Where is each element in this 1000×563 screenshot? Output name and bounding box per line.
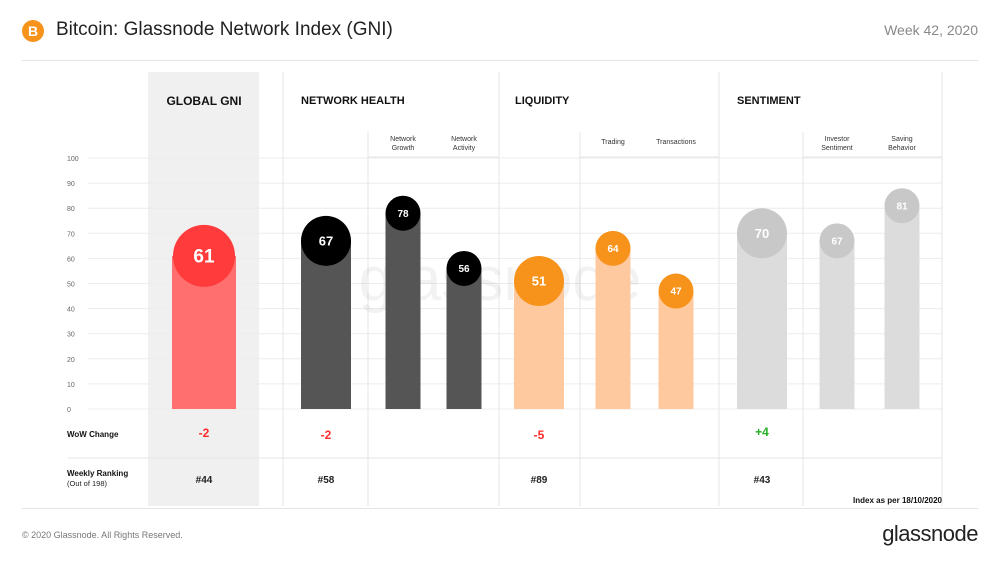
value-label: 67 xyxy=(831,236,843,247)
sub-index-label: Sentiment xyxy=(821,145,853,152)
value-label: 64 xyxy=(607,244,619,255)
value-label: 70 xyxy=(755,226,769,241)
sub-index-label: Transactions xyxy=(656,139,696,146)
value-label: 47 xyxy=(670,287,682,298)
value-bubble xyxy=(446,250,482,286)
value-bubble xyxy=(385,195,421,231)
y-tick-label: 10 xyxy=(67,382,75,389)
group-header: GLOBAL GNI xyxy=(166,94,241,108)
value-bubble xyxy=(884,188,920,224)
weekly-rank-value: #89 xyxy=(531,475,548,486)
weekly-rank-value: #43 xyxy=(754,475,771,486)
wow-row-label: WoW Change xyxy=(67,430,119,439)
bar xyxy=(385,213,421,409)
group-header: LIQUIDITY xyxy=(515,95,570,107)
sub-index-label: Behavior xyxy=(888,145,916,152)
bar xyxy=(658,291,694,409)
y-tick-label: 50 xyxy=(67,282,75,289)
value-label: 51 xyxy=(532,274,546,289)
index-date-note: Index as per 18/10/2020 xyxy=(853,496,943,505)
header: B Bitcoin: Glassnode Network Index (GNI)… xyxy=(0,0,1000,62)
bar xyxy=(446,268,482,409)
value-label: 78 xyxy=(397,209,409,220)
group-header: NETWORK HEALTH xyxy=(301,95,405,107)
value-bubble xyxy=(173,224,235,287)
value-bubble xyxy=(819,223,855,259)
bottom-divider xyxy=(22,508,978,509)
group-header: SENTIMENT xyxy=(737,95,801,107)
ranking-row-label: Weekly Ranking xyxy=(67,469,128,478)
y-tick-label: 70 xyxy=(67,231,75,238)
wow-change-value: -2 xyxy=(321,428,332,442)
y-tick-label: 80 xyxy=(67,206,75,213)
sub-index-label: Investor xyxy=(825,136,851,143)
weekly-rank-value: #58 xyxy=(318,475,335,486)
week-label: Week 42, 2020 xyxy=(884,22,978,38)
value-bubble xyxy=(658,273,694,309)
value-bubble xyxy=(595,230,631,266)
y-tick-label: 0 xyxy=(67,407,71,414)
y-tick-label: 60 xyxy=(67,256,75,263)
glassnode-logo: glassnode xyxy=(882,521,978,546)
sub-index-label: Network xyxy=(390,136,416,143)
sub-index-label: Saving xyxy=(891,136,913,143)
value-bubble xyxy=(737,208,787,259)
wow-change-value: +4 xyxy=(755,425,769,439)
sub-index-label: Activity xyxy=(453,145,476,152)
bar xyxy=(301,240,351,409)
value-label: 61 xyxy=(193,247,215,268)
value-label: 67 xyxy=(319,234,333,249)
sub-index-label: Trading xyxy=(601,139,625,146)
bar xyxy=(884,205,920,409)
y-tick-label: 30 xyxy=(67,332,75,339)
value-bubble xyxy=(301,215,351,266)
value-label: 81 xyxy=(896,201,908,212)
bitcoin-logo-icon: B xyxy=(22,20,44,42)
y-tick-label: 90 xyxy=(67,181,75,188)
bar xyxy=(819,240,855,409)
ranking-row-sublabel: (Out of 198) xyxy=(67,479,108,488)
page-title: Bitcoin: Glassnode Network Index (GNI) xyxy=(56,19,393,40)
weekly-rank-value: #44 xyxy=(196,475,213,486)
copyright-text: © 2020 Glassnode. All Rights Reserved. xyxy=(22,530,183,540)
top-divider xyxy=(22,60,978,61)
bar xyxy=(737,233,787,409)
sub-index-label: Network xyxy=(451,136,477,143)
wow-change-value: -2 xyxy=(199,426,210,440)
y-tick-label: 100 xyxy=(67,156,79,163)
y-tick-label: 20 xyxy=(67,357,75,364)
value-label: 56 xyxy=(458,264,470,275)
value-bubble xyxy=(514,255,564,306)
wow-change-value: -5 xyxy=(534,428,545,442)
y-tick-label: 40 xyxy=(67,307,75,314)
bar xyxy=(595,248,631,409)
sub-index-label: Growth xyxy=(392,145,415,152)
